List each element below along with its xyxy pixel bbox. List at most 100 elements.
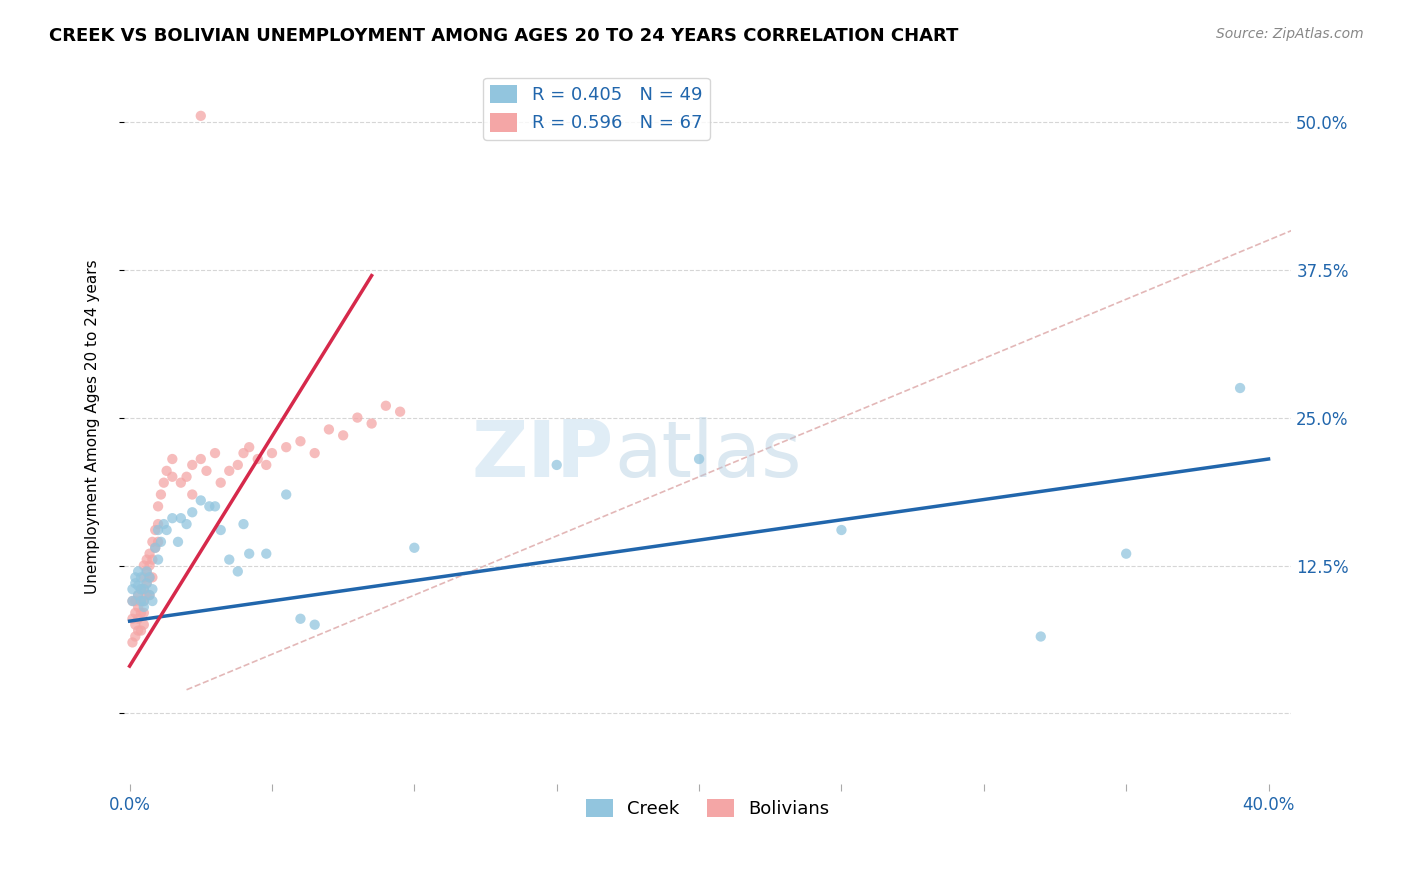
Point <box>132 558 155 573</box>
Point <box>688 452 710 467</box>
Point <box>129 594 152 608</box>
Text: ZIP: ZIP <box>472 417 614 493</box>
Point <box>254 547 277 561</box>
Point <box>124 630 146 644</box>
Point <box>149 487 172 501</box>
Point <box>121 582 143 597</box>
Point <box>318 422 340 436</box>
Point <box>1229 381 1251 395</box>
Point <box>360 417 382 431</box>
Point <box>121 594 143 608</box>
Point <box>190 493 212 508</box>
Point <box>238 440 260 454</box>
Text: Source: ZipAtlas.com: Source: ZipAtlas.com <box>1216 27 1364 41</box>
Point <box>162 469 184 483</box>
Point <box>404 541 426 555</box>
Point <box>141 582 163 597</box>
Point <box>209 475 232 490</box>
Point <box>246 452 269 467</box>
Point <box>1029 630 1052 644</box>
Point <box>138 588 160 602</box>
Point <box>141 552 163 566</box>
Point <box>374 399 396 413</box>
Point <box>156 523 179 537</box>
Point <box>141 534 163 549</box>
Point <box>132 594 155 608</box>
Text: CREEK VS BOLIVIAN UNEMPLOYMENT AMONG AGES 20 TO 24 YEARS CORRELATION CHART: CREEK VS BOLIVIAN UNEMPLOYMENT AMONG AGE… <box>49 27 959 45</box>
Point <box>226 458 249 472</box>
Point <box>389 405 412 419</box>
Point <box>290 434 312 449</box>
Point <box>146 517 169 532</box>
Point <box>276 487 298 501</box>
Point <box>181 487 204 501</box>
Point <box>167 534 190 549</box>
Point <box>132 582 155 597</box>
Point <box>156 464 179 478</box>
Point <box>146 523 169 537</box>
Point <box>135 565 157 579</box>
Point <box>138 547 160 561</box>
Point <box>129 570 152 584</box>
Point <box>146 552 169 566</box>
Point <box>121 612 143 626</box>
Point <box>135 588 157 602</box>
Point <box>162 452 184 467</box>
Point <box>143 523 166 537</box>
Point <box>129 606 152 620</box>
Point <box>176 517 198 532</box>
Point <box>290 612 312 626</box>
Point <box>204 446 226 460</box>
Point <box>170 475 193 490</box>
Point <box>181 505 204 519</box>
Legend: Creek, Bolivians: Creek, Bolivians <box>579 792 837 825</box>
Point <box>149 534 172 549</box>
Point <box>127 588 149 602</box>
Point <box>121 594 143 608</box>
Point <box>135 576 157 591</box>
Point <box>1115 547 1137 561</box>
Point <box>146 500 169 514</box>
Point <box>135 552 157 566</box>
Point <box>304 617 326 632</box>
Point <box>127 612 149 626</box>
Point <box>181 458 204 472</box>
Point <box>132 570 155 584</box>
Point <box>141 594 163 608</box>
Point <box>138 570 160 584</box>
Point <box>218 552 240 566</box>
Point <box>127 565 149 579</box>
Point <box>127 599 149 614</box>
Point <box>198 500 221 514</box>
Point <box>170 511 193 525</box>
Point <box>190 452 212 467</box>
Point <box>124 617 146 632</box>
Point <box>143 541 166 555</box>
Point <box>304 446 326 460</box>
Text: atlas: atlas <box>614 417 801 493</box>
Point <box>346 410 368 425</box>
Point <box>204 500 226 514</box>
Point <box>127 579 149 593</box>
Point <box>209 523 232 537</box>
Point <box>138 558 160 573</box>
Point <box>152 517 174 532</box>
Point <box>124 570 146 584</box>
Point <box>276 440 298 454</box>
Point <box>332 428 354 442</box>
Point <box>238 547 260 561</box>
Point <box>146 534 169 549</box>
Point <box>190 109 212 123</box>
Point <box>129 594 152 608</box>
Point <box>124 594 146 608</box>
Point <box>546 458 568 472</box>
Point <box>152 475 174 490</box>
Point <box>124 606 146 620</box>
Point <box>138 570 160 584</box>
Point <box>226 565 249 579</box>
Point <box>127 588 149 602</box>
Point <box>138 588 160 602</box>
Point <box>195 464 218 478</box>
Point <box>232 517 254 532</box>
Point <box>141 570 163 584</box>
